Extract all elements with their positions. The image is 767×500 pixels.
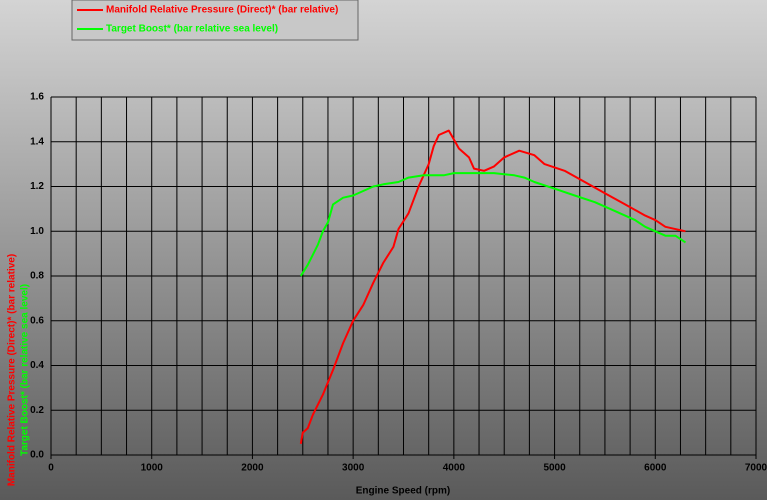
x-tick-label: 3000 (342, 463, 365, 474)
legend-label: Manifold Relative Pressure (Direct)* (ba… (106, 5, 338, 16)
x-tick-label: 7000 (745, 463, 767, 474)
y-tick-label: 0.2 (30, 405, 44, 416)
x-tick-label: 1000 (141, 463, 164, 474)
y-tick-label: 0.4 (30, 360, 44, 371)
y-tick-label: 0.8 (30, 271, 44, 282)
x-tick-label: 0 (48, 463, 54, 474)
y-tick-label: 1.6 (30, 92, 44, 103)
y-tick-label: 1.0 (30, 226, 44, 237)
y-tick-label: 0.6 (30, 315, 44, 326)
legend-box (71, 0, 359, 41)
y-tick-label: 1.4 (30, 136, 44, 147)
x-tick-label: 2000 (241, 463, 264, 474)
y-tick-label: 1.2 (30, 181, 44, 192)
series-line (299, 172, 687, 277)
y-axis-label: Target Boost* (bar relative sea level) (20, 284, 31, 456)
y-tick-label: 0.0 (30, 450, 44, 461)
x-tick-label: 5000 (543, 463, 566, 474)
legend-label: Target Boost* (bar relative sea level) (106, 24, 278, 35)
x-axis-label: Engine Speed (rpm) (356, 486, 450, 497)
series-line (299, 129, 686, 444)
x-tick-label: 6000 (644, 463, 667, 474)
x-tick-label: 4000 (443, 463, 466, 474)
y-axis-label: Manifold Relative Pressure (Direct)* (ba… (7, 254, 18, 486)
